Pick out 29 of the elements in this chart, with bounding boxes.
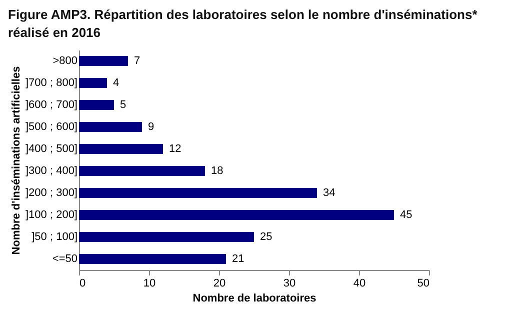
data-label: 7: [134, 55, 140, 67]
x-tick-label: 30: [283, 278, 296, 290]
chart-title: Figure AMP3. Répartition des laboratoires selon le nombre d'inséminations* réalisé en 2016: [7, 6, 478, 42]
x-tick-label: 0: [80, 278, 86, 290]
data-label: 9: [148, 121, 154, 133]
y-tick-label: >800: [52, 55, 78, 67]
y-axis-title: Nombre d'inséminations artificielles: [10, 66, 23, 255]
y-tick-label: ]100 ; 200]: [26, 209, 78, 221]
y-tick-label: ]300 ; 400]: [26, 165, 78, 177]
y-tick-label: ]50 ; 100]: [32, 231, 78, 243]
data-label: 25: [260, 231, 272, 243]
data-label: 5: [120, 99, 126, 111]
x-tick-label: 20: [213, 278, 226, 290]
x-tick-label: 50: [417, 278, 430, 290]
x-axis-title: Nombre de laboratoires: [192, 292, 316, 304]
y-tick-label: ]600 ; 700]: [26, 99, 78, 111]
data-label: 12: [169, 143, 182, 155]
data-label: 18: [211, 165, 224, 177]
x-tick-label: 40: [353, 278, 366, 290]
data-label: 45: [400, 209, 412, 221]
data-label: 21: [232, 253, 244, 265]
y-tick-label: ]500 ; 600]: [26, 121, 78, 133]
data-label: 34: [323, 187, 336, 199]
y-tick-label: ]700 ; 800]: [26, 77, 78, 89]
y-tick-label: ]200 ; 300]: [26, 187, 78, 199]
y-tick-label: <=50: [52, 253, 78, 265]
data-label: 4: [113, 77, 120, 89]
y-tick-label: ]400 ; 500]: [26, 143, 78, 155]
x-tick-label: 10: [143, 278, 156, 290]
